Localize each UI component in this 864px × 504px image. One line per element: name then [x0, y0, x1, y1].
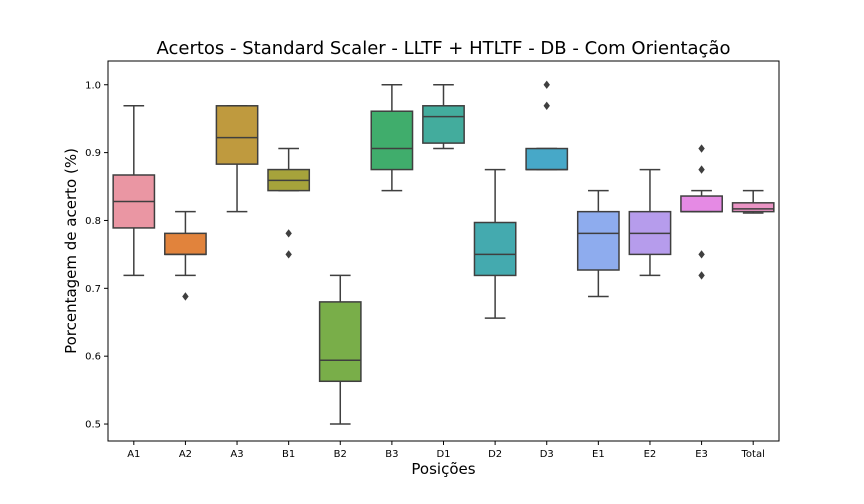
y-tick-label: 0.9: [85, 148, 101, 159]
box-d2: [473, 168, 517, 319]
box-iqr: [576, 210, 620, 271]
box-b3: [370, 84, 414, 192]
box-a3: [215, 105, 259, 213]
x-axis-label: Posições: [411, 460, 475, 478]
x-tick-label: E3: [695, 449, 708, 460]
x-tick-label: E2: [644, 449, 657, 460]
outlier-point: [698, 144, 705, 153]
box-iqr: [731, 202, 775, 213]
box-b1: [267, 147, 311, 259]
x-tick-label: D2: [488, 449, 502, 460]
outlier-point: [543, 80, 550, 89]
x-tick-label: B2: [334, 449, 347, 460]
box-iqr: [318, 301, 362, 383]
x-tick-label: A1: [127, 449, 140, 460]
outlier-point: [698, 271, 705, 280]
box-a2: [164, 210, 207, 301]
x-tick-label: D1: [436, 449, 450, 460]
box-iqr: [370, 110, 414, 171]
box-iqr: [215, 105, 259, 165]
outlier-point: [543, 101, 550, 110]
outlier-point: [285, 229, 292, 238]
x-tick-label: B1: [282, 449, 295, 460]
x-tick-label: B3: [385, 449, 398, 460]
box-iqr: [525, 147, 569, 171]
box-a1: [112, 105, 156, 277]
x-tick-label: Total: [741, 449, 765, 460]
x-axis: A1 A2 A3 B1 B2 B3 D1 D2 D3 E1 E2 E3 Total: [127, 441, 765, 460]
outlier-point: [698, 250, 705, 259]
x-tick-label: A2: [179, 449, 192, 460]
y-axis: 0.5 0.6 0.7 0.8 0.9 1.0: [85, 80, 108, 431]
box-e1: [576, 189, 620, 298]
x-tick-label: A3: [230, 449, 243, 460]
box-iqr: [680, 195, 723, 213]
y-tick-label: 0.6: [85, 352, 101, 363]
outlier-point: [285, 250, 292, 259]
plot-area: [112, 80, 775, 425]
box-e2: [628, 168, 672, 277]
box-d1: [422, 84, 465, 150]
box-d3: [525, 80, 569, 171]
chart-title: Acertos - Standard Scaler - LLTF + HTLTF…: [156, 38, 730, 59]
x-tick-label: E1: [592, 449, 605, 460]
outlier-point: [698, 165, 705, 174]
box-iqr: [164, 232, 207, 256]
y-axis-label: Porcentagem de acerto (%): [62, 148, 80, 354]
y-tick-label: 1.0: [85, 80, 101, 91]
box-e3: [680, 144, 723, 280]
box-iqr: [473, 221, 517, 277]
box-total: [731, 189, 775, 214]
y-tick-label: 0.8: [85, 216, 101, 227]
box-b2: [318, 274, 362, 425]
box-iqr: [422, 105, 465, 144]
y-tick-label: 0.5: [85, 420, 101, 431]
x-tick-label: D3: [540, 449, 554, 460]
y-tick-label: 0.7: [85, 284, 101, 295]
outlier-point: [182, 292, 189, 301]
